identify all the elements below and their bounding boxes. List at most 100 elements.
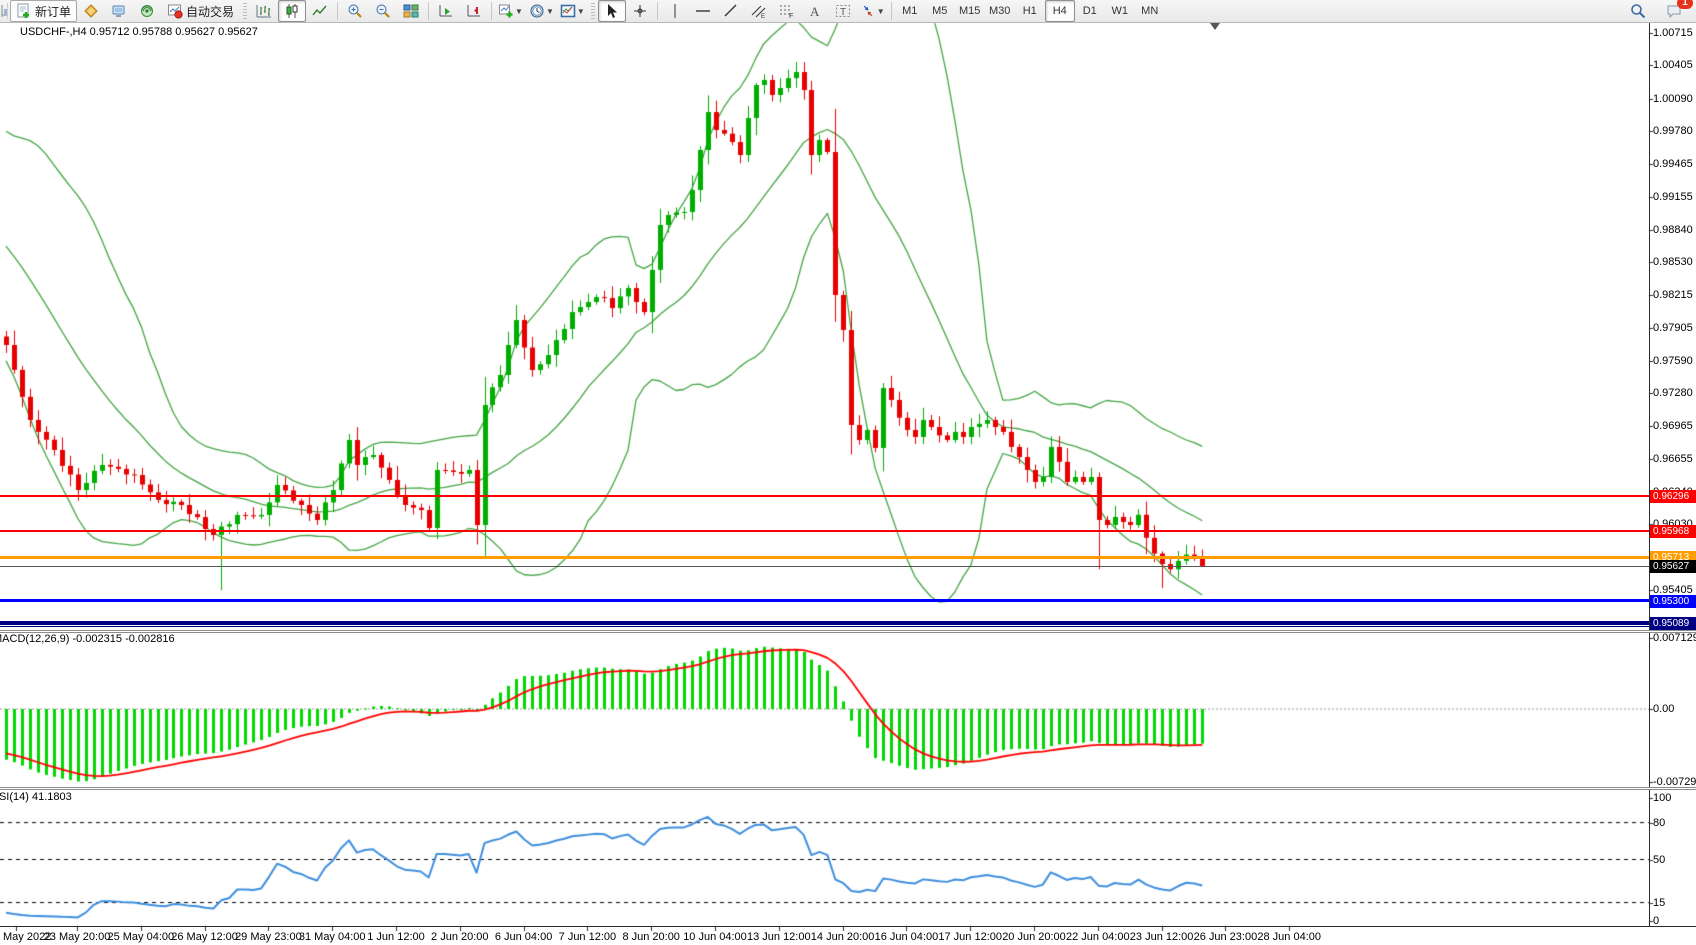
time-axis-label: May 2022 [3, 931, 52, 943]
svg-text:T: T [840, 7, 846, 18]
price-axis-tick: 0.98530 [1653, 256, 1693, 269]
fibonacci-icon: F [779, 5, 793, 19]
terminal-icon [112, 5, 125, 17]
zoom-group [341, 0, 425, 22]
macd-pane-separator[interactable] [0, 630, 1696, 633]
time-axis-label: 2 Jun 20:00 [431, 931, 489, 943]
price-axis-tick: 0.99465 [1653, 158, 1693, 171]
svg-text:E: E [761, 14, 765, 19]
chat-button[interactable]: 1 [1660, 0, 1693, 22]
time-axis-label: 7 Jun 12:00 [558, 931, 617, 943]
templates-button[interactable]: ▼ [557, 0, 588, 22]
time-axis-label: 25 May 04:00 [107, 931, 175, 943]
time-axis-label: 29 May 23:00 [235, 931, 302, 943]
horizontal-line-object[interactable] [0, 556, 1649, 559]
zoom-out-button[interactable] [369, 0, 397, 22]
price-axis-tick: 0.97590 [1653, 354, 1693, 367]
gold-ingot-icon [84, 4, 98, 18]
rsi-axis-tick: 100 [1653, 792, 1672, 804]
macd-axis-tick: -0.00729 [1653, 775, 1696, 788]
timeframe-button-m5[interactable]: M5 [932, 5, 948, 17]
new-chart-button[interactable]: ▼ [495, 0, 526, 22]
terminal-button[interactable] [105, 0, 133, 22]
time-axis-label: 23 May 20:00 [43, 931, 111, 943]
horizontal-line-object[interactable] [0, 530, 1649, 532]
window-group: ▼ ▼ ▼ [495, 0, 588, 22]
gold-button[interactable] [77, 0, 105, 22]
search-icon [1631, 4, 1646, 19]
cursor-icon [607, 4, 617, 18]
rsi-pane-separator[interactable] [0, 787, 1696, 790]
chart-shift-marker[interactable] [1210, 23, 1220, 30]
time-axis-label: 14 Jun 20:00 [810, 931, 875, 943]
timeframe-group: M1 M5 M15 M30 H1 H4 D1 W1 MN [895, 0, 1165, 22]
periods-button[interactable]: ▼ [526, 0, 557, 22]
text-button[interactable]: A [801, 0, 829, 22]
horizontal-line-object[interactable] [0, 626, 1649, 627]
fibonacci-button[interactable]: F [773, 0, 801, 22]
macd-axis-tick: 0.007129 [1653, 631, 1696, 644]
horizontal-line-object[interactable] [0, 621, 1649, 625]
timeframe-button-h1[interactable]: H1 [1022, 5, 1037, 17]
toolbar-separator [428, 2, 430, 20]
toolbar-right-tools: 1 [1624, 0, 1693, 22]
price-axis-tick: 0.96655 [1653, 452, 1693, 465]
time-axis-label: 31 May 04:00 [298, 931, 366, 943]
signal-button[interactable] [133, 0, 161, 22]
timeframe-button-m15[interactable]: M15 [959, 5, 981, 17]
search-button[interactable] [1624, 0, 1652, 22]
price-axis-tick: 1.00715 [1653, 27, 1693, 39]
new-order-button[interactable]: 新订单 [10, 0, 78, 22]
objects-group: E F A T [661, 0, 888, 22]
signal-icon [141, 5, 154, 17]
quote-line: USDCHF-,H4 0.95712 0.95788 0.95627 0.956… [20, 26, 258, 38]
chart-type-group [250, 0, 334, 22]
candlestick-chart-icon [286, 4, 298, 18]
price-axis-tick: 0.97280 [1653, 387, 1693, 400]
cursor-button[interactable] [597, 0, 626, 22]
timeframe-button-d1[interactable]: D1 [1082, 5, 1097, 17]
candlestick-chart-button[interactable] [278, 0, 307, 22]
timeframe-button-m1[interactable]: M1 [902, 5, 918, 17]
toolbar-grip[interactable] [590, 3, 595, 19]
trendline-button[interactable] [717, 0, 745, 22]
toolbar-separator [656, 2, 658, 20]
vertical-line-button[interactable] [661, 0, 689, 22]
time-axis-label: 28 Jun 04:00 [1257, 931, 1321, 943]
time-axis-label: 16 Jun 04:00 [874, 931, 939, 943]
auto-trading-icon [168, 4, 183, 19]
timeframe-button-h4[interactable]: H4 [1044, 0, 1075, 22]
new-order-icon [17, 3, 29, 18]
bar-chart-button[interactable] [250, 0, 278, 22]
equidistant-channel-button[interactable]: E [745, 0, 773, 22]
chevron-down-icon: ▼ [545, 6, 554, 16]
horizontal-line-object[interactable] [0, 495, 1649, 497]
timeframe-button-mn[interactable]: MN [1141, 5, 1159, 17]
arrows-button[interactable]: ▼ [857, 0, 888, 22]
timeframe-button-m30[interactable]: M30 [989, 5, 1011, 17]
templates-icon [560, 4, 576, 18]
new-chart-icon [499, 4, 513, 18]
vertical-line-icon [674, 4, 676, 18]
text-label-button[interactable]: T [829, 0, 857, 22]
auto-scroll-button[interactable] [432, 0, 460, 22]
toolbar-separator [337, 2, 339, 20]
auto-trading-label: 自动交易 [186, 4, 235, 19]
crosshair-button[interactable] [626, 0, 654, 22]
price-chart-canvas[interactable] [0, 22, 1696, 945]
horizontal-line-button[interactable] [689, 0, 717, 22]
tile-windows-button[interactable] [397, 0, 425, 22]
bid-price-line [0, 566, 1649, 567]
horizontal-line-object[interactable] [0, 599, 1649, 602]
timeframe-button-w1[interactable]: W1 [1111, 5, 1128, 17]
chart-shift-button[interactable] [460, 0, 488, 22]
toolbar-separator [491, 2, 493, 20]
auto-scroll-icon [439, 5, 453, 17]
price-axis-line [1649, 22, 1650, 927]
auto-trading-button[interactable]: 自动交易 [161, 0, 240, 22]
toolbar-grip[interactable] [243, 3, 248, 19]
horizontal-line-icon [695, 10, 710, 12]
zoom-in-button[interactable] [341, 0, 369, 22]
line-chart-button[interactable] [306, 0, 334, 22]
